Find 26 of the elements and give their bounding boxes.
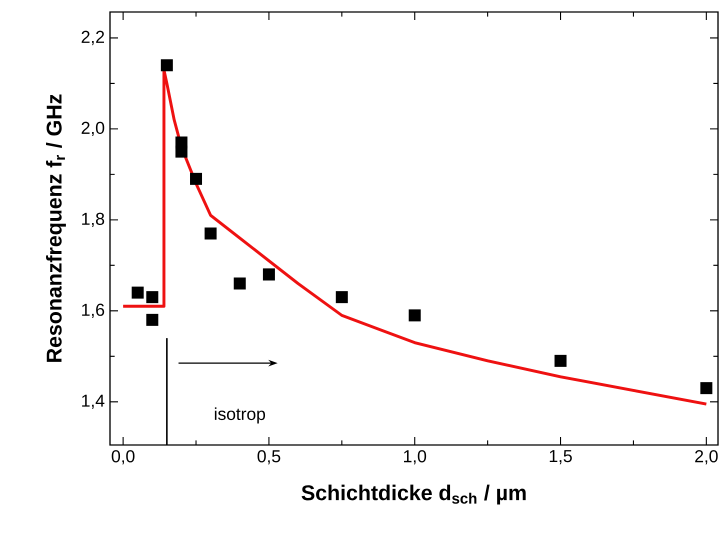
y-tick-label: 1,6: [82, 304, 104, 318]
point: [700, 382, 712, 394]
point: [175, 146, 188, 158]
y-tick-label: 1,8: [82, 212, 104, 228]
point: [132, 286, 144, 299]
point: [146, 314, 158, 326]
x-tick-label: 1,0: [404, 450, 426, 464]
point: [160, 59, 173, 72]
point: [190, 172, 202, 185]
point: [336, 291, 348, 304]
y-tick-label: 2,0: [82, 122, 104, 136]
point: [146, 291, 158, 304]
x-tick-label: 0,5: [258, 450, 280, 464]
y-tick-label: 1,4: [82, 394, 104, 409]
y-tick-label: 2,2: [82, 30, 104, 46]
point: [234, 278, 246, 290]
x-tick-label: 1,5: [550, 450, 572, 464]
annotation: isotrop: [214, 407, 266, 424]
point: [262, 268, 275, 280]
y-axis-title: Resonanzfrequenz f$_{r}$ / GHz: [46, 94, 66, 362]
x-tick-label: 0,0: [112, 450, 135, 464]
point: [204, 228, 217, 240]
x-tick-label: 2,0: [695, 450, 718, 464]
point: [408, 309, 421, 322]
point: [554, 354, 567, 367]
x-axis-title: Schichtdicke d$_{sch}$ / µm: [302, 484, 526, 505]
